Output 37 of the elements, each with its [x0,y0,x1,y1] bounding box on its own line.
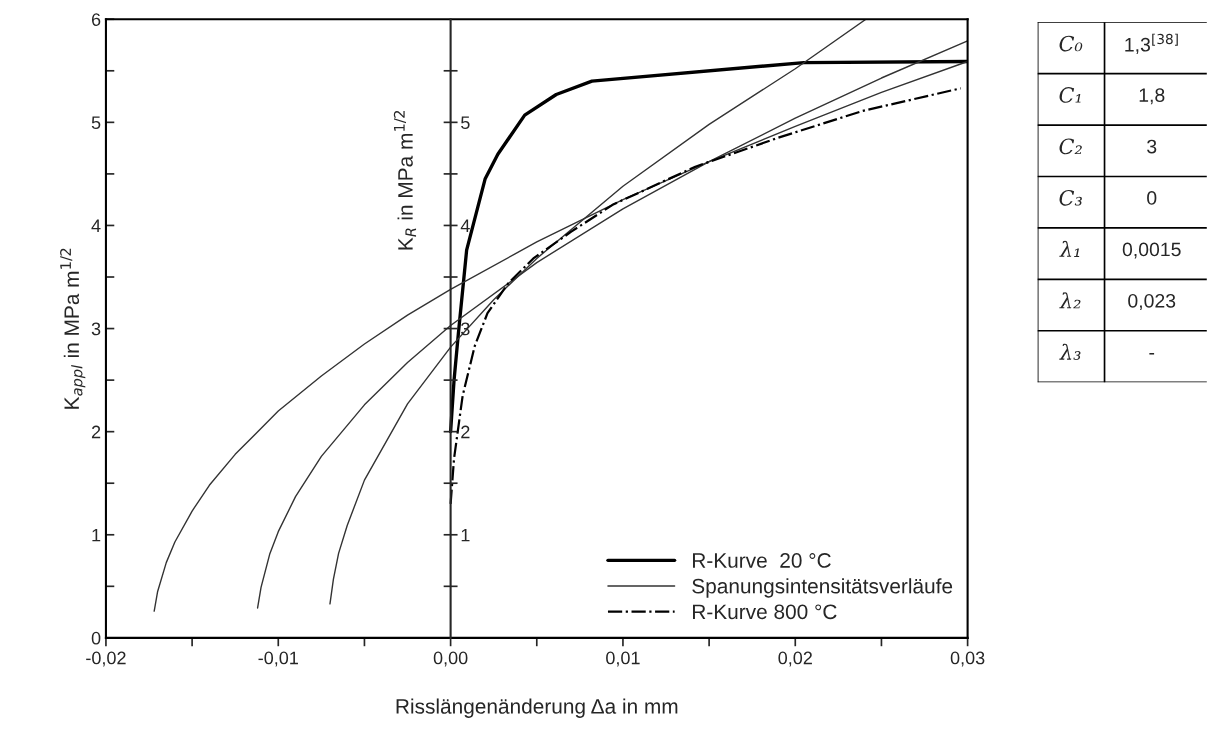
y2-tick-label: 2 [461,425,470,439]
text: 0,023 [1128,293,1176,311]
y-tick-label: 5 [91,116,101,130]
y2-tick-label: 5 [461,116,470,130]
y2-tick-label: 4 [460,219,470,232]
y-tick-label: 2 [91,425,101,439]
y2-axis-title: K$_{R}$ in MPa m$^{1/2}$ [393,110,417,250]
category-label: C₂ [1059,138,1082,155]
text: 0,0015 [1122,242,1181,259]
category-label: C₁ [1059,87,1081,103]
legend-label: R-Kurve 800 °C [693,604,837,620]
x-tick-label: 0,03 [950,651,985,667]
y-tick-label: 6 [91,13,101,26]
text: 1,3$^{[38]}$ [1125,33,1178,54]
y-tick-label: 0 [91,631,101,645]
category-label: C₀ [1059,35,1083,52]
category-label: λ₃ [1059,343,1081,360]
text: - [1149,353,1155,355]
category-label: λ₁ [1059,240,1080,257]
x-tick-label: 0,02 [778,651,812,667]
y-tick-label: 1 [92,528,101,542]
x-tick-label: -0,01 [258,651,298,667]
legend-label: R-Kurve 20 °C [693,553,831,568]
category-label: C₃ [1059,189,1082,206]
text: 1,8 [1139,88,1165,105]
text: 0 [1147,191,1157,205]
y-axis-title: K$_{appl}$ in MPa m$^{1/2}$ [60,248,86,409]
text: 3 [1147,139,1157,154]
x-tick-label: -0,02 [86,651,126,667]
legend-label: Spanungsintensitätsverläufe [692,578,953,598]
y2-tick-label: 1 [461,528,470,542]
y-tick-label: 3 [91,322,101,336]
x-tick-label: 0,01 [606,651,640,667]
y-tick-label: 4 [91,219,101,232]
x-tick-label: 0,00 [433,651,468,667]
category-label: λ₂ [1059,292,1081,309]
x-axis-title: Risslängenänderung Δa in mm [396,698,678,718]
